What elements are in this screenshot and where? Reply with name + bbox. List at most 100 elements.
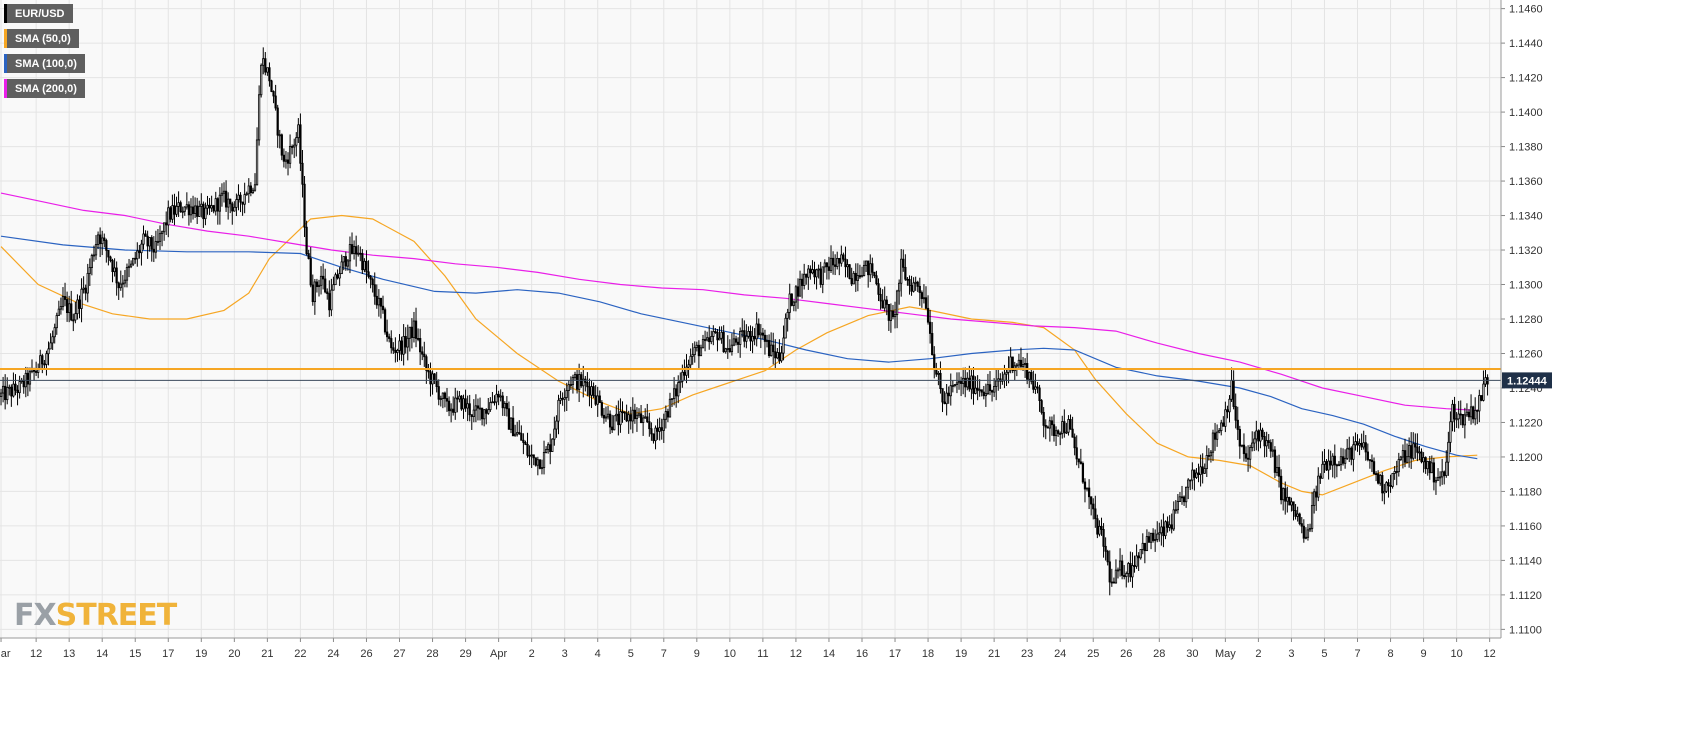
candle	[74, 301, 77, 324]
candle	[509, 417, 513, 434]
candle-body	[276, 107, 279, 136]
candle	[1341, 448, 1345, 466]
candle	[1472, 405, 1475, 424]
candle-body	[920, 292, 923, 299]
candle-body	[675, 388, 678, 397]
candle-body	[955, 382, 959, 385]
candle-body	[359, 252, 362, 255]
candle	[1459, 400, 1462, 426]
candle-body	[846, 264, 849, 268]
candle-body	[468, 403, 471, 416]
candle	[1449, 411, 1452, 453]
candle	[59, 297, 63, 315]
candle	[1195, 468, 1198, 479]
candle-body	[1333, 455, 1336, 466]
x-tick-label: 7	[1354, 648, 1360, 660]
candle	[776, 348, 779, 360]
candle	[759, 324, 762, 349]
candle	[1061, 415, 1064, 439]
candle-body	[410, 326, 414, 338]
candle	[288, 134, 292, 169]
candle	[747, 326, 750, 339]
candle-body	[229, 198, 232, 205]
candle	[1199, 454, 1202, 487]
candle	[1108, 550, 1111, 596]
candle	[115, 261, 118, 296]
candle-body	[224, 190, 228, 208]
candle-body	[45, 353, 48, 365]
candle	[1046, 425, 1049, 429]
candle-body	[858, 275, 862, 278]
candle-body	[1185, 486, 1188, 503]
candle-body	[200, 203, 203, 207]
candle	[557, 394, 560, 435]
candle-body	[933, 354, 936, 370]
candle	[278, 129, 281, 149]
candle-body	[272, 91, 275, 97]
candle	[212, 204, 215, 214]
candle-body	[1197, 472, 1200, 475]
candle	[582, 365, 585, 398]
candle-body	[879, 293, 882, 302]
candle	[604, 406, 608, 422]
candle-body	[1110, 581, 1113, 584]
candle-body	[1261, 429, 1264, 437]
candle	[1174, 499, 1177, 514]
candle	[906, 276, 909, 286]
candle	[551, 438, 554, 452]
candle	[1282, 487, 1285, 511]
candle	[1286, 486, 1289, 513]
candle	[163, 222, 166, 241]
candle	[1118, 548, 1122, 577]
candle-body	[483, 409, 486, 420]
y-tick-label: 1.1400	[1509, 107, 1543, 119]
candle	[811, 260, 814, 275]
candle-body	[706, 337, 709, 341]
legend-item-sma-50[interactable]: SMA (50,0)	[4, 29, 79, 48]
x-tick-label: 24	[1054, 648, 1066, 660]
legend-item-eurusd[interactable]: EUR/USD	[4, 4, 73, 23]
candle	[268, 62, 271, 87]
candle	[736, 337, 740, 353]
y-tick-label: 1.1420	[1509, 73, 1543, 85]
candle	[171, 194, 174, 223]
candle	[55, 312, 58, 335]
candle-body	[856, 275, 859, 281]
candle-body	[617, 413, 620, 426]
candle	[877, 278, 880, 302]
candle	[774, 339, 777, 370]
legend-item-sma-100[interactable]: SMA (100,0)	[4, 54, 85, 73]
candle-body	[328, 293, 331, 311]
candle-body	[794, 286, 798, 303]
candle	[895, 289, 899, 329]
candle	[177, 191, 180, 217]
candle	[637, 408, 641, 418]
candle-body	[1100, 525, 1103, 530]
legend-item-sma-200[interactable]: SMA (200,0)	[4, 79, 85, 98]
candle-body	[152, 248, 155, 253]
candle-body	[1104, 545, 1107, 552]
candle	[1094, 495, 1097, 528]
candle-body	[561, 397, 564, 400]
candle	[1414, 433, 1417, 459]
candle-body	[739, 331, 742, 345]
candle-body	[887, 304, 890, 321]
candle	[1441, 458, 1444, 485]
candle-body	[1011, 356, 1014, 372]
candle-body	[503, 403, 506, 409]
candle	[1362, 430, 1365, 450]
candle-body	[117, 282, 120, 289]
candle	[734, 335, 738, 346]
candle	[231, 201, 234, 225]
x-tick-label: Mar	[0, 648, 11, 660]
candle-body	[557, 399, 560, 422]
candle	[1379, 473, 1382, 486]
candle-body	[412, 320, 416, 338]
candle	[639, 404, 643, 424]
candle-body	[621, 411, 624, 413]
candle-body	[951, 385, 954, 387]
fxstreet-logo: FXSTREET	[14, 598, 177, 633]
candle	[61, 287, 65, 311]
legend-label: SMA (50,0)	[15, 32, 71, 45]
candle-body	[507, 408, 511, 430]
